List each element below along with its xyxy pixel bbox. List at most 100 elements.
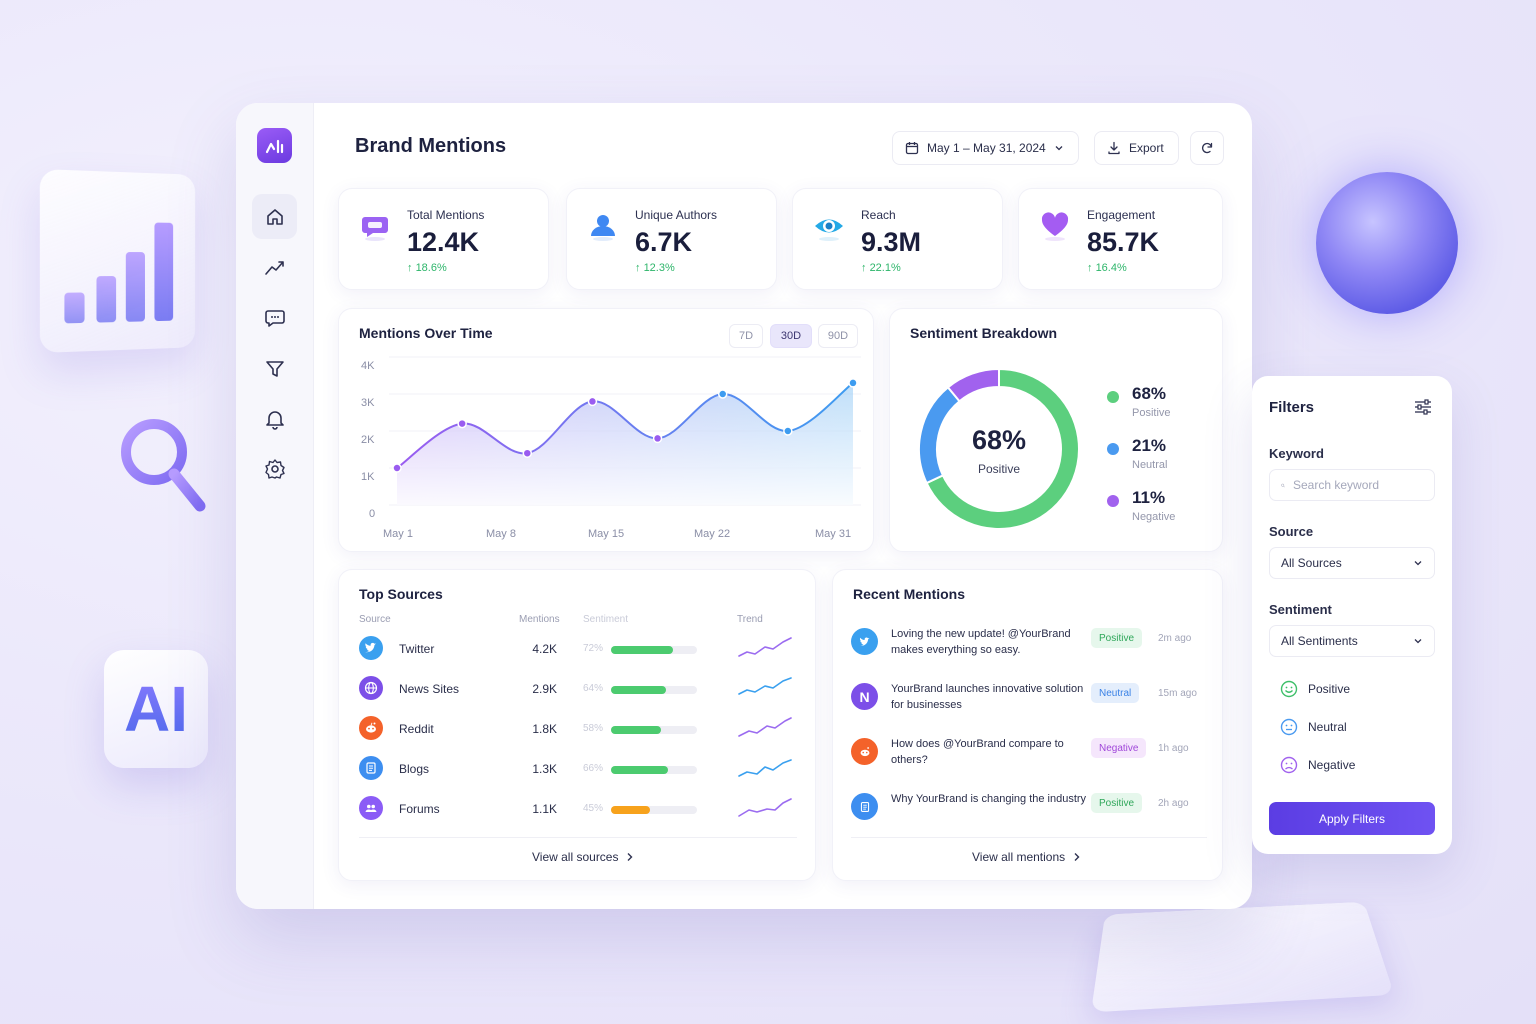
- source-sentiment-pct: 72%: [583, 643, 604, 654]
- decorative-chart-card: [1090, 901, 1395, 1013]
- kpi-value: 6.7K: [635, 227, 693, 257]
- data-point[interactable]: [652, 433, 663, 444]
- source-sentiment-pct: 58%: [583, 723, 604, 734]
- data-point[interactable]: [587, 396, 598, 407]
- table-row[interactable]: Blogs 1.3K 66%: [359, 750, 799, 790]
- nav-alerts[interactable]: [252, 396, 297, 441]
- source-sentiment-pct: 45%: [583, 803, 604, 814]
- nav-filters[interactable]: [252, 346, 297, 391]
- gear-icon: [264, 458, 285, 479]
- filter-option-positive[interactable]: Positive: [1280, 680, 1350, 698]
- filter-option-negative[interactable]: Negative: [1280, 756, 1355, 774]
- sentiment-breakdown-card: Sentiment Breakdown 68% Positive 68% Pos…: [889, 308, 1223, 552]
- app-logo[interactable]: [257, 128, 292, 163]
- mentions-chart-title: Mentions Over Time: [359, 325, 493, 341]
- export-label: Export: [1129, 141, 1164, 155]
- series-area-fade: [397, 382, 853, 505]
- donut-slice-positive[interactable]: [925, 367, 1080, 530]
- sentiment-title: Sentiment Breakdown: [910, 325, 1058, 341]
- apply-filters-button[interactable]: Apply Filters: [1269, 802, 1435, 835]
- chat-bubble-icon: [362, 217, 388, 241]
- sentiment-badge: Positive: [1091, 628, 1143, 648]
- x-tick-label: May 31: [815, 528, 852, 540]
- list-item[interactable]: Loving the new update! @YourBrand makes …: [851, 626, 1211, 674]
- mention-text: YourBrand launches innovative solution f…: [891, 683, 1084, 711]
- mention-time: 1h ago: [1158, 743, 1189, 754]
- donut-center-label: Positive: [977, 462, 1021, 476]
- list-item[interactable]: N YourBrand launches innovative solution …: [851, 681, 1211, 729]
- sentiment-bar-fill: [611, 686, 667, 694]
- nav-analytics[interactable]: [252, 245, 297, 290]
- date-range-picker[interactable]: May 1 – May 31, 2024: [892, 131, 1079, 165]
- refresh-button[interactable]: [1190, 131, 1224, 165]
- range-30d-button[interactable]: 30D: [770, 324, 812, 348]
- kpi-label: Reach: [861, 208, 896, 222]
- export-button[interactable]: Export: [1094, 131, 1179, 165]
- decorative-magnifier-icon: [121, 419, 206, 512]
- trend-sparkline: [738, 717, 792, 737]
- y-tick-label: 4K: [361, 360, 375, 372]
- range-7d-button[interactable]: 7D: [729, 324, 763, 348]
- filter-option-neutral[interactable]: Neutral: [1280, 718, 1347, 736]
- sliders-icon[interactable]: [1414, 399, 1432, 415]
- list-item[interactable]: How does @YourBrand compare to others? Ne…: [851, 736, 1211, 784]
- data-point[interactable]: [717, 389, 728, 399]
- source-sentiment-pct: 64%: [583, 683, 604, 694]
- download-icon: [1108, 141, 1120, 155]
- recent-mentions-card: Recent Mentions Loving the new update! @…: [832, 569, 1223, 881]
- data-point[interactable]: [457, 418, 467, 429]
- filter-icon: [265, 360, 284, 377]
- data-point[interactable]: [392, 463, 402, 473]
- donut-slice-negative[interactable]: [946, 367, 1000, 403]
- source-select[interactable]: All Sources: [1269, 547, 1435, 579]
- range-90d-button[interactable]: 90D: [818, 324, 858, 348]
- table-row[interactable]: Reddit 1.8K 58%: [359, 710, 799, 750]
- col-header-mentions: Mentions: [519, 614, 560, 625]
- mention-text: Loving the new update! @YourBrand makes …: [891, 628, 1071, 656]
- kpi-change: ↑ 16.4%: [1087, 262, 1127, 274]
- data-point[interactable]: [783, 426, 793, 436]
- forum-icon-glyph: [365, 804, 377, 812]
- keyword-input[interactable]: [1293, 478, 1423, 492]
- table-row[interactable]: Twitter 4.2K 72%: [359, 630, 799, 670]
- keyword-field: [1269, 469, 1435, 501]
- chevron-down-icon: [1414, 639, 1422, 644]
- refresh-icon: [1201, 142, 1213, 154]
- list-item[interactable]: Why YourBrand is changing the industry Po…: [851, 791, 1211, 839]
- reddit-icon-glyph: [366, 722, 376, 733]
- twitter-icon: [851, 628, 878, 655]
- sentiment-select[interactable]: All Sentiments: [1269, 625, 1435, 657]
- sentiment-bar-fill: [611, 806, 650, 814]
- series-line: [396, 382, 854, 469]
- x-tick-label: May 22: [694, 528, 731, 540]
- mentions-over-time-card: Mentions Over Time 7D 30D 90D 4K 3K 2K 1…: [338, 308, 874, 552]
- filters-panel: Filters Keyword Source All Sources Senti…: [1252, 376, 1452, 854]
- nav-home[interactable]: [252, 194, 297, 239]
- source-name: Forums: [399, 802, 440, 816]
- sentiment-badge: Positive: [1091, 793, 1143, 813]
- reddit-icon: [851, 738, 878, 765]
- data-point[interactable]: [522, 448, 533, 458]
- table-row[interactable]: Forums 1.1K 45%: [359, 790, 799, 830]
- kpi-label: Unique Authors: [635, 208, 718, 222]
- data-point[interactable]: [848, 378, 858, 388]
- neutral-face-icon: [1280, 718, 1298, 736]
- twitter-icon: [359, 636, 383, 660]
- view-all-sources-link[interactable]: View all sources: [532, 850, 634, 864]
- kpi-value: 12.4K: [407, 227, 480, 257]
- nav-mentions[interactable]: [252, 295, 297, 340]
- nav-settings[interactable]: [252, 446, 297, 491]
- sentiment-badge: Neutral: [1091, 683, 1140, 703]
- view-all-mentions-link[interactable]: View all mentions: [972, 850, 1081, 864]
- table-row[interactable]: News Sites 2.9K 64%: [359, 670, 799, 710]
- kpi-value: 85.7K: [1087, 227, 1160, 257]
- search-icon: [1281, 483, 1285, 487]
- calendar-icon: [905, 142, 919, 155]
- sentiment-donut-chart: [918, 367, 1080, 530]
- divider: [359, 837, 797, 838]
- kpi-label: Total Mentions: [407, 208, 485, 222]
- date-range-label: May 1 – May 31, 2024: [927, 141, 1046, 155]
- home-icon: [266, 208, 283, 225]
- kpi-change: ↑ 18.6%: [407, 262, 447, 274]
- mention-time: 2h ago: [1158, 798, 1189, 809]
